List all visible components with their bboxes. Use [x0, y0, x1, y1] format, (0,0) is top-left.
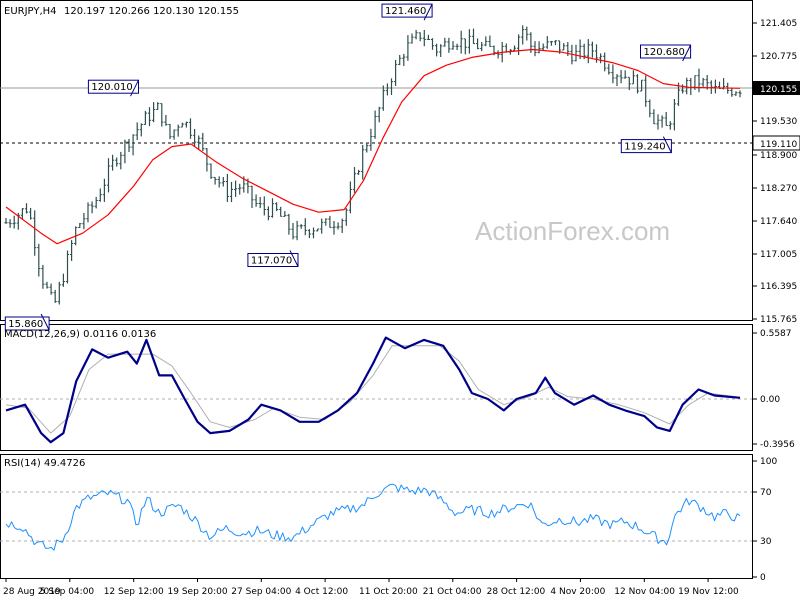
- macd-label: MACD(12,26,9) 0.0116 0.0136: [4, 329, 156, 340]
- price-tick-label: 118.270: [760, 184, 797, 194]
- x-tick-label: 4 Nov 20:00: [550, 587, 605, 597]
- macd-layer: [5, 336, 741, 444]
- rsi-tick-label: 100: [760, 457, 777, 467]
- x-tick-label: 21 Oct 04:00: [423, 587, 482, 597]
- rsi-layer: [5, 483, 741, 551]
- price-tick-label: 117.640: [760, 217, 797, 227]
- price-annotation-leader: [423, 3, 433, 21]
- price-annotation-box: [381, 3, 433, 18]
- price-annotation-leader: [662, 136, 672, 153]
- price-tick-label: 120.775: [760, 52, 797, 62]
- x-tick-label: 4 Oct 12:00: [295, 587, 348, 597]
- price-annotation-label: 120.010: [91, 82, 132, 93]
- price-annotation-box: [4, 316, 50, 331]
- x-tick-label: 27 Sep 04:00: [231, 587, 291, 597]
- ema-line: [5, 48, 741, 245]
- x-tick-label: 11 Oct 20:00: [359, 587, 418, 597]
- annotation-layer: 121.460 120.010 120.680 119.240 117.070 15.86…: [4, 3, 692, 331]
- price-panel-frame: [0, 0, 753, 321]
- current-price-value: 120.155: [760, 85, 797, 95]
- rsi-panel-frame: [0, 454, 753, 579]
- price-tick-label: 121.405: [760, 19, 797, 29]
- candles-layer: [4, 25, 742, 305]
- rsi-y-axis: 100 70 30 0: [752, 457, 777, 583]
- price-tick-label: 119.530: [760, 117, 797, 127]
- macd-y-axis: 0.5587 0.00 -0.3956: [752, 329, 795, 450]
- watermark-text: ActionForex.com: [475, 216, 670, 246]
- price-annotation-box: [640, 44, 692, 59]
- price-tick-label: 117.005: [760, 250, 797, 260]
- price-annotation-label: 121.460: [385, 6, 426, 17]
- price-annotation-box: [620, 139, 672, 154]
- price-annotation-leader: [682, 44, 692, 62]
- macd-tick-label: 0.5587: [760, 329, 792, 339]
- macd-panel-frame: [0, 324, 753, 451]
- rsi-tick-label: 30: [760, 537, 772, 547]
- x-tick-label: 12 Nov 04:00: [614, 587, 675, 597]
- price-tick-label: 118.900: [760, 151, 797, 161]
- macd-tick-label: 0.00: [760, 395, 780, 405]
- ema-layer: [5, 48, 741, 245]
- price-tick-label: 116.395: [760, 282, 797, 292]
- price-y-axis: 121.405 120.775 120.155 119.530 119.110 …: [752, 19, 800, 325]
- price-annotation-leader: [289, 250, 299, 267]
- x-tick-label: 28 Oct 12:00: [487, 587, 546, 597]
- price-annotation-leader: [130, 79, 139, 97]
- ohlc-readout: 120.197 120.266 120.130 120.155: [64, 6, 239, 17]
- price-annotation-leader: [40, 313, 50, 331]
- current-price-box: [753, 81, 800, 95]
- price-annotation-box: [87, 79, 139, 94]
- rsi-tick-label: 0: [760, 573, 766, 583]
- price-annotation-label: 119.240: [624, 142, 665, 153]
- x-tick-label: 12 Sep 12:00: [104, 587, 164, 597]
- symbol-label: EURJPY,H4: [4, 6, 57, 17]
- x-tick-label: 5 Sep 04:00: [40, 587, 95, 597]
- rsi-tick-label: 70: [760, 488, 772, 498]
- x-tick-label: 19 Nov 12:00: [678, 587, 739, 597]
- support-level-value: 119.110: [760, 140, 797, 150]
- rsi-label: RSI(14) 49.4726: [4, 458, 85, 469]
- price-annotation-label: 117.070: [251, 256, 292, 267]
- macd-tick-label: -0.3956: [760, 440, 795, 450]
- price-annotation-label: 120.680: [644, 47, 685, 58]
- price-tick-label: 115.765: [760, 315, 797, 325]
- rsi-line: [5, 483, 741, 551]
- support-level-box: [752, 135, 800, 151]
- x-tick-label: 28 Aug 2019: [3, 587, 61, 597]
- price-annotation-label: 15.860: [8, 319, 43, 330]
- price-annotation-box: [247, 253, 299, 267]
- macd-main-line: [5, 336, 741, 444]
- x-tick-label: 19 Sep 20:00: [168, 587, 228, 597]
